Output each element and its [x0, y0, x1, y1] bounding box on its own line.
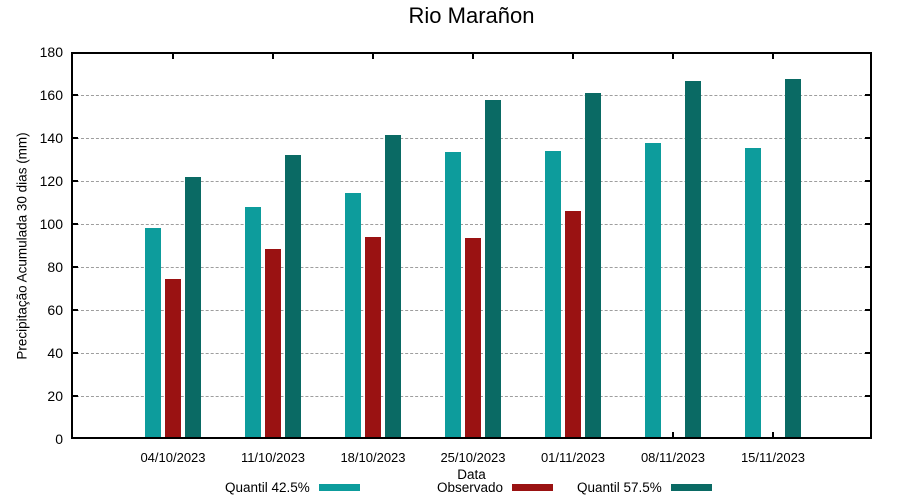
x-axis-title: Data — [457, 467, 486, 482]
x-tick-label: 01/11/2023 — [540, 450, 606, 465]
bar-quantil-57-5 — [585, 92, 601, 439]
legend-swatch — [670, 483, 712, 491]
y-tick-mark — [71, 352, 78, 354]
bar-quantil-57-5 — [785, 78, 801, 439]
y-tick-label: 100 — [39, 216, 63, 232]
legend-label: Observado — [437, 479, 504, 495]
bar-observado — [565, 211, 581, 439]
y-tick-mark — [865, 137, 872, 139]
y-tick-label: 20 — [47, 388, 63, 404]
bar-quantil-57-5 — [185, 176, 201, 439]
x-tick-mark — [372, 52, 374, 59]
legend-swatch — [512, 483, 554, 491]
bar-observado — [165, 278, 181, 439]
x-tick-mark — [672, 432, 674, 439]
legend-label: Quantil 42.5% — [225, 479, 310, 495]
gridline — [71, 138, 872, 139]
y-tick-mark — [865, 309, 872, 311]
x-tick-label: 11/10/2023 — [240, 450, 306, 465]
plot-area — [71, 52, 872, 439]
y-tick-mark — [71, 223, 78, 225]
x-tick-mark — [572, 52, 574, 59]
legend-item-observado: Observado — [437, 479, 554, 495]
y-tick-mark — [71, 94, 78, 96]
gridline — [71, 224, 872, 225]
bar-quantil-57-5 — [685, 81, 701, 439]
bar-quantil-42-5 — [545, 150, 561, 439]
y-tick-mark — [71, 266, 78, 268]
y-tick-label: 120 — [39, 173, 63, 189]
gridline — [71, 181, 872, 182]
x-tick-mark — [672, 52, 674, 59]
bar-quantil-42-5 — [345, 192, 361, 439]
x-tick-label: 18/10/2023 — [340, 450, 406, 465]
y-tick-mark — [71, 309, 78, 311]
legend-label: Quantil 57.5% — [577, 479, 662, 495]
x-tick-label: 08/11/2023 — [640, 450, 706, 465]
bar-observado — [465, 238, 481, 439]
bar-quantil-57-5 — [385, 134, 401, 439]
bar-quantil-57-5 — [485, 100, 501, 439]
y-tick-mark — [865, 94, 872, 96]
legend-item-quantil-42-5: Quantil 42.5% — [225, 479, 360, 495]
bar-quantil-57-5 — [285, 155, 301, 439]
bar-quantil-42-5 — [245, 206, 261, 439]
x-tick-mark — [772, 52, 774, 59]
legend-swatch — [318, 483, 360, 491]
y-axis-title: Precipitação Acumulada 30 dias (mm) — [14, 132, 30, 360]
y-tick-label: 80 — [47, 259, 63, 275]
bar-quantil-42-5 — [145, 228, 161, 439]
bar-quantil-42-5 — [445, 152, 461, 439]
x-tick-label: 04/10/2023 — [140, 450, 206, 465]
y-tick-mark — [71, 180, 78, 182]
y-tick-label: 60 — [47, 302, 63, 318]
gridline — [71, 95, 872, 96]
x-tick-label: 25/10/2023 — [440, 450, 506, 465]
y-tick-mark — [865, 266, 872, 268]
x-tick-label: 15/11/2023 — [740, 450, 806, 465]
x-tick-mark — [772, 432, 774, 439]
y-tick-label: 140 — [39, 130, 63, 146]
bar-observado — [365, 236, 381, 439]
y-tick-label: 0 — [55, 431, 63, 447]
x-tick-mark — [172, 52, 174, 59]
y-tick-mark — [865, 223, 872, 225]
chart-title: Rio Marañon — [408, 3, 535, 28]
y-tick-mark — [865, 352, 872, 354]
y-tick-mark — [71, 395, 78, 397]
bar-observado — [265, 248, 281, 439]
y-tick-label: 40 — [47, 345, 63, 361]
y-tick-mark — [865, 180, 872, 182]
bar-quantil-42-5 — [645, 143, 661, 439]
y-tick-label: 160 — [39, 87, 63, 103]
y-tick-mark — [71, 137, 78, 139]
x-tick-mark — [272, 52, 274, 59]
legend-item-quantil-57-5: Quantil 57.5% — [577, 479, 712, 495]
x-tick-mark — [472, 52, 474, 59]
bar-quantil-42-5 — [745, 147, 761, 439]
y-tick-label: 180 — [39, 44, 63, 60]
y-tick-mark — [865, 395, 872, 397]
